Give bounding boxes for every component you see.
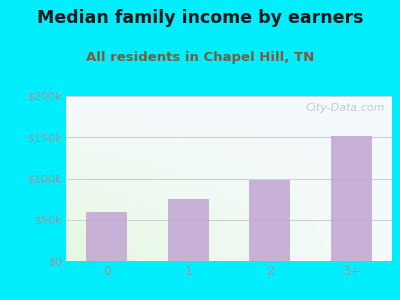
Bar (331, 136, 372, 261)
Bar (86, 212, 127, 261)
Bar (249, 180, 290, 261)
Text: All residents in Chapel Hill, TN: All residents in Chapel Hill, TN (86, 51, 314, 64)
Text: Median family income by earners: Median family income by earners (37, 9, 363, 27)
Text: City-Data.com: City-Data.com (306, 103, 386, 112)
Bar (168, 199, 209, 261)
